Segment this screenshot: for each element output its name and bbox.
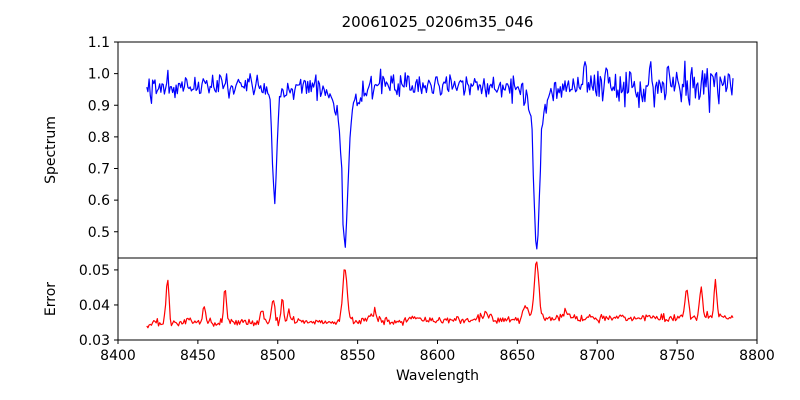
x-tick-label: 8700 xyxy=(579,348,615,364)
y-tick-label: 0.9 xyxy=(88,98,110,114)
error-line xyxy=(146,261,734,329)
spectrum-panel-frame xyxy=(117,41,758,259)
x-tick-label: 8800 xyxy=(739,348,775,364)
y-tick-label: 0.7 xyxy=(88,162,110,178)
x-tick-label: 8400 xyxy=(100,348,136,364)
y-tick-label: 0.03 xyxy=(79,333,110,349)
x-tick-label: 8450 xyxy=(180,348,216,364)
x-tick-label: 8550 xyxy=(340,348,376,364)
spectrum-line xyxy=(146,60,734,250)
chart-title: 20061025_0206m35_046 xyxy=(342,13,534,32)
error-panel-frame xyxy=(117,257,758,341)
x-tick-label: 8650 xyxy=(500,348,536,364)
x-tick-label: 8500 xyxy=(260,348,296,364)
y-tick-label: 0.6 xyxy=(88,193,110,209)
y-tick-label: 0.04 xyxy=(79,298,110,314)
x-tick-label: 8750 xyxy=(659,348,695,364)
y-tick-label: 0.8 xyxy=(88,130,110,146)
error-y-axis-label: Error xyxy=(43,282,59,316)
y-tick-label: 1.0 xyxy=(88,67,110,83)
x-axis-label: Wavelength xyxy=(396,368,479,384)
x-tick-label: 8600 xyxy=(420,348,456,364)
y-tick-label: 0.5 xyxy=(88,225,110,241)
y-tick-label: 1.1 xyxy=(88,35,110,51)
y-tick-label: 0.05 xyxy=(79,263,110,279)
plot-content: 0.5 0.6 0.7 0.8 0.9 1.0 1.1 0.03 0.04 0.05 8400 845… xyxy=(79,35,775,364)
spectrum-y-axis-label: Spectrum xyxy=(43,116,59,184)
